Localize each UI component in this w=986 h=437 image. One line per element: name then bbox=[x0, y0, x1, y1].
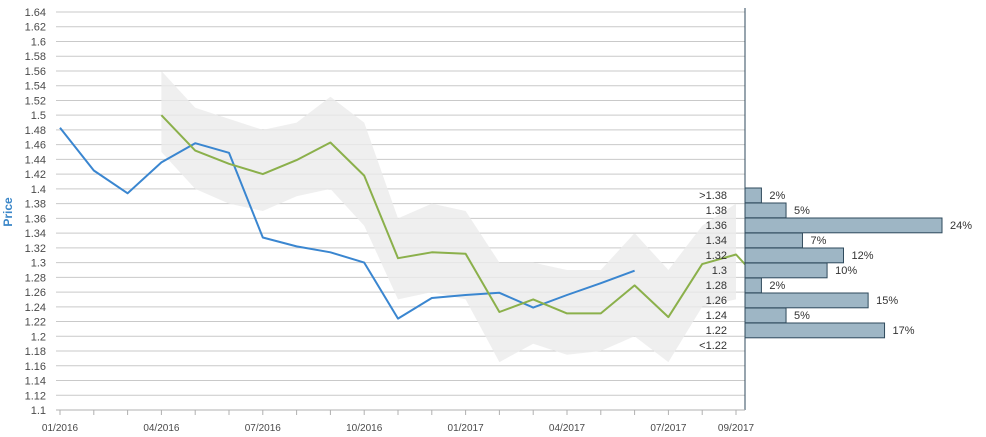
distribution-percent: 5% bbox=[794, 310, 810, 322]
distribution-bar bbox=[744, 322, 886, 339]
distribution-percent: 2% bbox=[769, 190, 785, 202]
distribution-label: 1.36 bbox=[706, 220, 727, 232]
y-tick-label: 1.42 bbox=[25, 169, 46, 181]
distribution-label: 1.38 bbox=[706, 205, 727, 217]
y-tick-label: 1.3 bbox=[31, 258, 46, 270]
y-tick-label: 1.34 bbox=[25, 228, 46, 240]
distribution-percent: 2% bbox=[769, 280, 785, 292]
y-tick-label: 1.52 bbox=[25, 95, 46, 107]
axes bbox=[56, 8, 746, 415]
y-tick-label: 1.38 bbox=[25, 199, 46, 211]
distribution-label: 1.3 bbox=[712, 265, 727, 277]
y-tick-label: 1.2 bbox=[31, 331, 46, 343]
y-tick-label: 1.1 bbox=[31, 405, 46, 417]
y-tick-label: 1.56 bbox=[25, 66, 46, 78]
x-tick-label: 09/2017 bbox=[718, 423, 755, 434]
y-tick-label: 1.14 bbox=[25, 376, 46, 388]
distribution-bar bbox=[744, 217, 943, 234]
x-tick-label: 04/2016 bbox=[143, 423, 180, 434]
distribution-bar bbox=[744, 277, 762, 294]
distribution-label: 1.22 bbox=[706, 325, 727, 337]
distribution-label: 1.28 bbox=[706, 280, 727, 292]
y-tick-label: 1.16 bbox=[25, 361, 46, 373]
y-tick-label: 1.22 bbox=[25, 317, 46, 329]
distribution-bar bbox=[744, 232, 803, 249]
grid bbox=[56, 11, 745, 411]
distribution-bar bbox=[744, 187, 762, 204]
y-tick-label: 1.24 bbox=[25, 302, 46, 314]
confidence-band bbox=[161, 71, 736, 363]
x-tick-label: 04/2017 bbox=[549, 423, 586, 434]
y-tick-label: 1.48 bbox=[25, 125, 46, 137]
distribution-percent: 12% bbox=[852, 250, 874, 262]
y-tick-label: 1.18 bbox=[25, 346, 46, 358]
distribution-label: 1.26 bbox=[706, 295, 727, 307]
distribution-bar bbox=[744, 292, 869, 309]
distribution-percent: 5% bbox=[794, 205, 810, 217]
x-tick-label: 10/2016 bbox=[346, 423, 383, 434]
distribution-percent: 7% bbox=[810, 235, 826, 247]
distribution-percent: 24% bbox=[950, 220, 972, 232]
distribution-percent: 10% bbox=[835, 265, 857, 277]
y-tick-label: 1.26 bbox=[25, 287, 46, 299]
y-tick-label: 1.28 bbox=[25, 272, 46, 284]
forecast-band bbox=[161, 71, 736, 363]
x-tick-label: 01/2017 bbox=[448, 423, 485, 434]
series-line-1 bbox=[59, 127, 635, 320]
y-tick-label: 1.62 bbox=[25, 22, 46, 34]
y-tick-label: 1.54 bbox=[25, 81, 46, 93]
distribution-label: <1.22 bbox=[699, 340, 727, 352]
distribution-label: 1.34 bbox=[706, 235, 727, 247]
x-tick-labels: 01/2016 04/2016 07/2016 10/2016 01/2017 04/20… bbox=[42, 423, 755, 434]
distribution-label: >1.38 bbox=[699, 190, 727, 202]
y-tick-label: 1.64 bbox=[25, 7, 46, 19]
y-tick-label: 1.58 bbox=[25, 51, 46, 63]
y-tick-label: 1.46 bbox=[25, 140, 46, 152]
x-tick-label: 01/2016 bbox=[42, 423, 79, 434]
y-tick-label: 1.5 bbox=[31, 110, 46, 122]
distribution-bar bbox=[744, 247, 844, 264]
x-tick-label: 07/2016 bbox=[245, 423, 282, 434]
y-tick-label: 1.32 bbox=[25, 243, 46, 255]
y-tick-label: 1.12 bbox=[25, 390, 46, 402]
x-tick-label: 07/2017 bbox=[650, 423, 687, 434]
distribution-percent: 15% bbox=[876, 295, 898, 307]
y-tick-label: 1.36 bbox=[25, 213, 46, 225]
distribution-bars: >1.38 2% 1.38 5% 1.36 24% 1.34 7% 1.32 12% 1.3 10% 1… bbox=[699, 187, 972, 352]
distribution-bar bbox=[744, 202, 787, 219]
y-axis-label: Price bbox=[1, 197, 15, 227]
y-tick-labels: 1.1 1.12 1.14 1.16 1.18 1.2 1.22 1.24 1.26 1.28 1.… bbox=[25, 7, 46, 417]
distribution-bar bbox=[744, 307, 787, 324]
distribution-percent: 17% bbox=[893, 325, 915, 337]
y-tick-label: 1.6 bbox=[31, 36, 46, 48]
series-line-2 bbox=[160, 114, 747, 319]
y-tick-label: 1.4 bbox=[31, 184, 46, 196]
distribution-bar bbox=[744, 262, 828, 279]
y-tick-label: 1.44 bbox=[25, 154, 46, 166]
series-lines bbox=[59, 114, 747, 320]
distribution-label: 1.24 bbox=[706, 310, 727, 322]
distribution-label: 1.32 bbox=[706, 250, 727, 262]
